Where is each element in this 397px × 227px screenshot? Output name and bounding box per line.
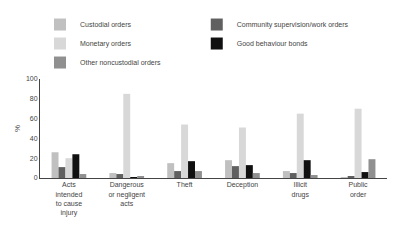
svg-text:Good behaviour bonds: Good behaviour bonds	[237, 40, 308, 47]
svg-text:Monetary orders: Monetary orders	[80, 40, 131, 48]
svg-text:Theft: Theft	[177, 181, 193, 188]
svg-text:Custodial orders: Custodial orders	[80, 21, 131, 28]
svg-text:20: 20	[30, 155, 38, 162]
svg-text:80: 80	[30, 95, 38, 102]
svg-text:Actsintendedto causeinjury: Actsintendedto causeinjury	[55, 181, 82, 216]
svg-text:%: %	[13, 125, 22, 132]
svg-text:Illicitdrugs: Illicitdrugs	[291, 181, 309, 198]
svg-text:Dangerousor negligentacts: Dangerousor negligentacts	[108, 181, 145, 206]
svg-text:100: 100	[26, 75, 38, 82]
svg-text:Community supervision/work ord: Community supervision/work orders	[237, 21, 349, 29]
svg-text:Other noncustodial orders: Other noncustodial orders	[80, 59, 161, 66]
svg-text:60: 60	[30, 115, 38, 122]
svg-text:0: 0	[34, 174, 38, 181]
svg-text:40: 40	[30, 135, 38, 142]
svg-text:Publicorder: Publicorder	[349, 181, 369, 197]
svg-text:Deception: Deception	[227, 181, 259, 189]
